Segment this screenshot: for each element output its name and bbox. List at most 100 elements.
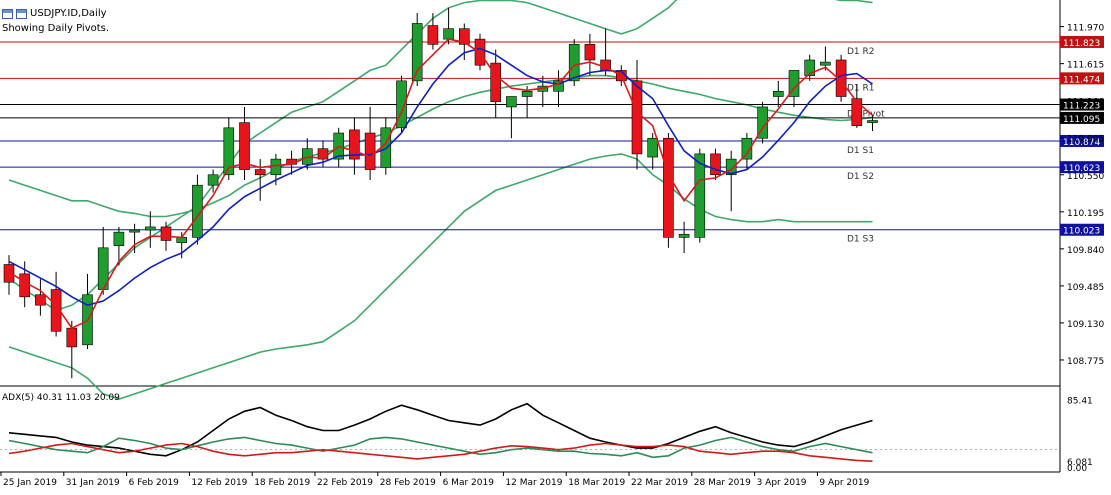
candle-body [35,294,46,306]
candle-body [396,80,407,129]
pivot-price-value: 111.223 [1063,102,1100,112]
candle-body [3,264,15,283]
band-middle [8,74,873,218]
candle-body [349,129,360,160]
pivot-price-tag [1060,35,1104,48]
candle-body [851,98,863,127]
price-tick-label: 111.260 [1067,98,1104,108]
candle-body [678,233,690,238]
candle-body [820,61,831,66]
time-tick-label: 18 Mar 2019 [568,478,625,488]
price-tick-label: 111.615 [1067,61,1104,71]
time-tick-label: 6 Mar 2019 [443,478,495,488]
candle-body [521,90,533,97]
pivot-label: D1 R2 [847,47,875,57]
time-tick-label: 31 Jan 2019 [66,478,120,488]
candle-body [223,127,235,176]
pivot-price-value: 111.474 [1063,75,1100,85]
moving-averages [8,38,874,330]
pivot-price-tag [1060,223,1104,236]
price-tick-label: 110.550 [1067,172,1104,182]
pivot-price-value: 110.623 [1063,164,1100,174]
candle-body [270,158,282,176]
chart-header: USDJPY.ID,Daily Showing Daily Pivots. [2,6,109,36]
candle-body [694,153,706,238]
time-axis: 25 Jan 2019 31 Jan 2019 6 Feb 2019 12 Feb 2… [0,472,870,488]
pivot-price-tag [1060,98,1104,111]
price-tick-label: 109.840 [1067,246,1104,256]
time-tick-label: 3 Apr 2019 [757,478,807,488]
candle-body [506,96,517,108]
pivot-price-value: 110.874 [1063,138,1100,148]
time-tick-label: 22 Feb 2019 [317,478,373,488]
pivot-label: D1 S1 [847,146,874,156]
adx-series-di [8,442,873,462]
candle-body [490,62,502,103]
candle-body [458,28,470,45]
pivot-price-value: 110.023 [1063,227,1100,237]
price-axis: 111.970 111.615 111.260 110.905 110.550 110.1… [1060,24,1104,367]
adx-tick-label: 85.41 [1067,397,1093,407]
pivot-label: D1 Pivot [847,110,885,120]
adx-series-adx [8,402,873,457]
time-tick-label: 18 Feb 2019 [254,478,310,488]
pivot-label: D1 S2 [847,172,874,182]
time-tick-label: 9 Apr 2019 [819,478,869,488]
symbol-title: USDJPY.ID,Daily [30,8,107,19]
price-tick-label: 110.905 [1067,135,1104,145]
time-tick-label: 28 Mar 2019 [694,478,751,488]
ma-fast-line [8,38,874,330]
candle-body [725,158,737,176]
pivot-price-tag [1060,72,1104,85]
time-tick-label: 28 Feb 2019 [380,478,436,488]
time-tick-label: 22 Mar 2019 [631,478,688,488]
candle-body [145,226,156,231]
candle-body [772,90,784,97]
candle-body [804,59,816,76]
candle-body [113,231,125,247]
current-price-value: 111.095 [1063,115,1100,125]
candle-body [647,137,659,158]
window-icon[interactable] [2,8,13,19]
adx-tick-label: 0.00 [1067,464,1087,474]
price-tick-label: 111.970 [1067,24,1104,34]
price-tick-label: 108.775 [1067,357,1104,367]
candle-body [50,289,62,332]
candle-body [239,122,250,170]
candle-body [129,229,140,233]
candle-body [411,23,423,82]
current-price-tag [1060,111,1104,124]
window-icon-2[interactable] [16,8,27,19]
candle-body [631,80,643,155]
candle-body [160,226,172,241]
bollinger-bands [8,0,873,400]
adx-tick-label: 6.081 [1067,458,1093,468]
candle-body [710,153,721,176]
band-lower [8,153,873,400]
adx-title: ADX(5) 40.31 11.03 20.09 [2,393,120,403]
pivot-note: Showing Daily Pivots. [2,23,110,34]
candle-body [207,174,219,186]
price-tick-label: 110.195 [1067,209,1104,219]
candle-body [66,327,78,348]
candle-body [192,184,203,238]
candle-body [19,273,31,298]
pivot-price-value: 111.823 [1063,39,1100,49]
price-tick-label: 109.130 [1067,320,1104,330]
pivot-label: D1 S3 [847,235,874,245]
ma-slow-line [8,47,873,307]
candle-body [443,28,454,40]
candle-body [663,137,674,238]
candles [3,7,878,379]
candle-body [364,132,376,170]
candle-body [568,44,580,82]
time-tick-label: 12 Mar 2019 [505,478,562,488]
pivot-label: D1 R1 [847,83,875,93]
price-tick-label: 109.485 [1067,283,1104,293]
candle-body [741,137,753,160]
pivot-price-tag [1060,134,1104,147]
candle-body [867,120,878,123]
time-tick-label: 25 Jan 2019 [3,478,57,488]
